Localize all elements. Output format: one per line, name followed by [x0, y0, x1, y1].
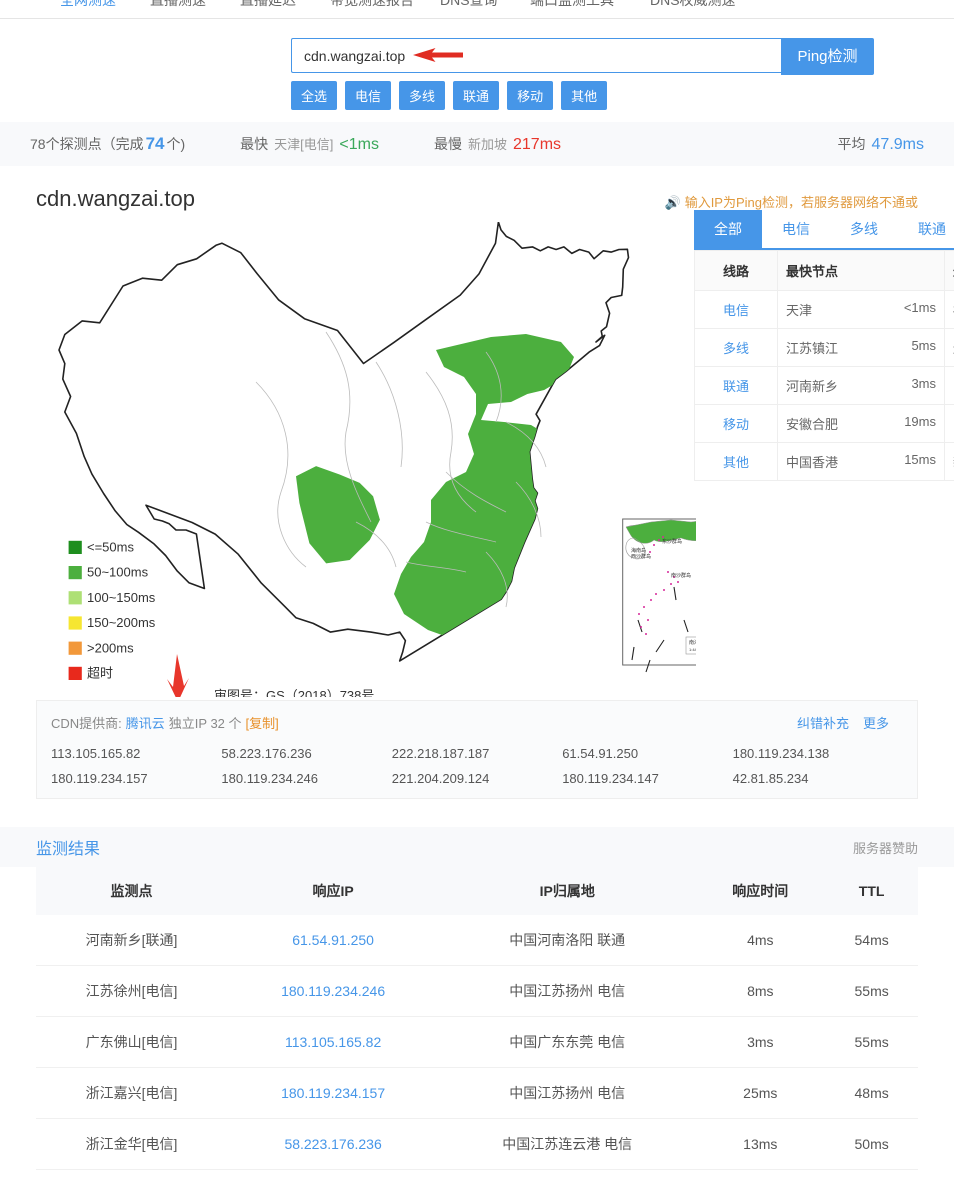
svg-text:超时: 超时	[87, 666, 113, 681]
svg-text:150~200ms: 150~200ms	[87, 615, 156, 630]
svg-text:西沙群岛: 西沙群岛	[631, 553, 651, 560]
svg-text:1:44 000 000: 1:44 000 000	[689, 647, 696, 652]
svg-text:>200ms: >200ms	[87, 640, 134, 655]
svg-text:100~150ms: 100~150ms	[87, 590, 156, 605]
svg-text:<=50ms: <=50ms	[87, 540, 134, 555]
svg-text:审图号：GS（2018）738号: 审图号：GS（2018）738号	[214, 688, 374, 697]
svg-text:南海诸岛: 南海诸岛	[689, 639, 696, 646]
svg-text:50~100ms: 50~100ms	[87, 565, 149, 580]
svg-text:海南岛: 海南岛	[631, 547, 646, 554]
svg-text:东沙群岛: 东沙群岛	[662, 538, 682, 545]
svg-text:南沙群岛: 南沙群岛	[671, 572, 691, 579]
